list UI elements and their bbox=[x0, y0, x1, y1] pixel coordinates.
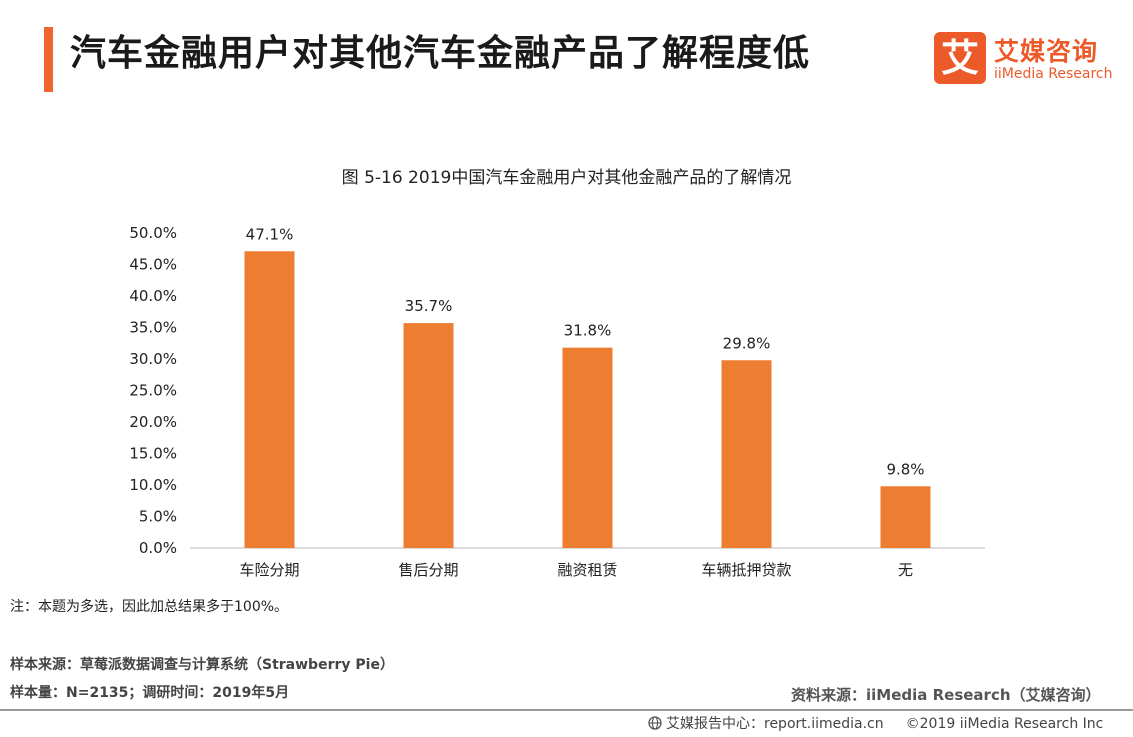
y-tick-label: 50.0% bbox=[129, 224, 177, 242]
footer-divider bbox=[0, 709, 1133, 711]
title-accent-bar bbox=[44, 27, 53, 92]
sample-size: 样本量：N=2135；调研时间：2019年5月 bbox=[10, 685, 290, 701]
footer: 艾媒报告中心：report.iimedia.cn ©2019 iiMedia Re… bbox=[648, 713, 1103, 733]
bar-value-label: 9.8% bbox=[886, 460, 924, 478]
y-tick-label: 25.0% bbox=[129, 382, 177, 400]
globe-icon bbox=[648, 716, 662, 730]
bar bbox=[403, 323, 454, 548]
logo-name-en: iiMedia Research bbox=[994, 66, 1113, 82]
chart-note: 注：本题为多选，因此加总结果多于100%。 bbox=[10, 599, 289, 615]
footer-report-center: 艾媒报告中心：report.iimedia.cn bbox=[666, 716, 884, 732]
data-source: 资料来源：iiMedia Research（艾媒咨询） bbox=[791, 686, 1101, 704]
bar bbox=[880, 486, 931, 548]
brand-logo: 艾 艾媒咨询 iiMedia Research bbox=[934, 32, 1124, 88]
y-tick-label: 5.0% bbox=[139, 508, 177, 526]
x-category-label: 融资租赁 bbox=[557, 561, 617, 579]
y-tick-label: 35.0% bbox=[129, 319, 177, 337]
bar-value-label: 31.8% bbox=[564, 322, 612, 340]
logo-mark-icon: 艾 bbox=[934, 32, 986, 84]
bar bbox=[244, 251, 295, 548]
logo-name-cn: 艾媒咨询 bbox=[994, 37, 1099, 66]
bar-value-label: 47.1% bbox=[246, 225, 294, 243]
chart-title: 图 5-16 2019中国汽车金融用户对其他金融产品的了解情况 bbox=[341, 168, 792, 188]
y-tick-label: 15.0% bbox=[129, 445, 177, 463]
footer-copyright: ©2019 iiMedia Research Inc bbox=[905, 716, 1104, 732]
bar-value-label: 35.7% bbox=[405, 297, 453, 315]
x-category-label: 售后分期 bbox=[398, 561, 458, 579]
x-category-label: 车险分期 bbox=[239, 561, 299, 579]
y-tick-label: 40.0% bbox=[129, 287, 177, 305]
y-tick-label: 0.0% bbox=[139, 539, 177, 557]
page-title: 汽车金融用户对其他汽车金融产品了解程度低 bbox=[70, 33, 811, 74]
y-tick-label: 10.0% bbox=[129, 476, 177, 494]
x-category-label: 无 bbox=[898, 561, 913, 579]
y-tick-label: 30.0% bbox=[129, 350, 177, 368]
bar-chart: 0.0% 5.0% 10.0% 15.0% 20.0% 25.0% 30.0% 35.0% 40… bbox=[129, 224, 985, 579]
sample-source: 样本来源：草莓派数据调查与计算系统（Strawberry Pie） bbox=[10, 657, 394, 673]
bar-value-label: 29.8% bbox=[723, 334, 771, 352]
bar bbox=[721, 360, 772, 548]
y-tick-label: 45.0% bbox=[129, 256, 177, 274]
y-tick-label: 20.0% bbox=[129, 413, 177, 431]
bar bbox=[562, 347, 613, 548]
x-category-label: 车辆抵押贷款 bbox=[701, 561, 791, 579]
